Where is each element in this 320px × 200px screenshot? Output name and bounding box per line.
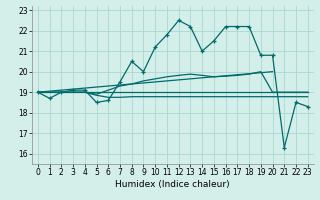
X-axis label: Humidex (Indice chaleur): Humidex (Indice chaleur) xyxy=(116,180,230,189)
